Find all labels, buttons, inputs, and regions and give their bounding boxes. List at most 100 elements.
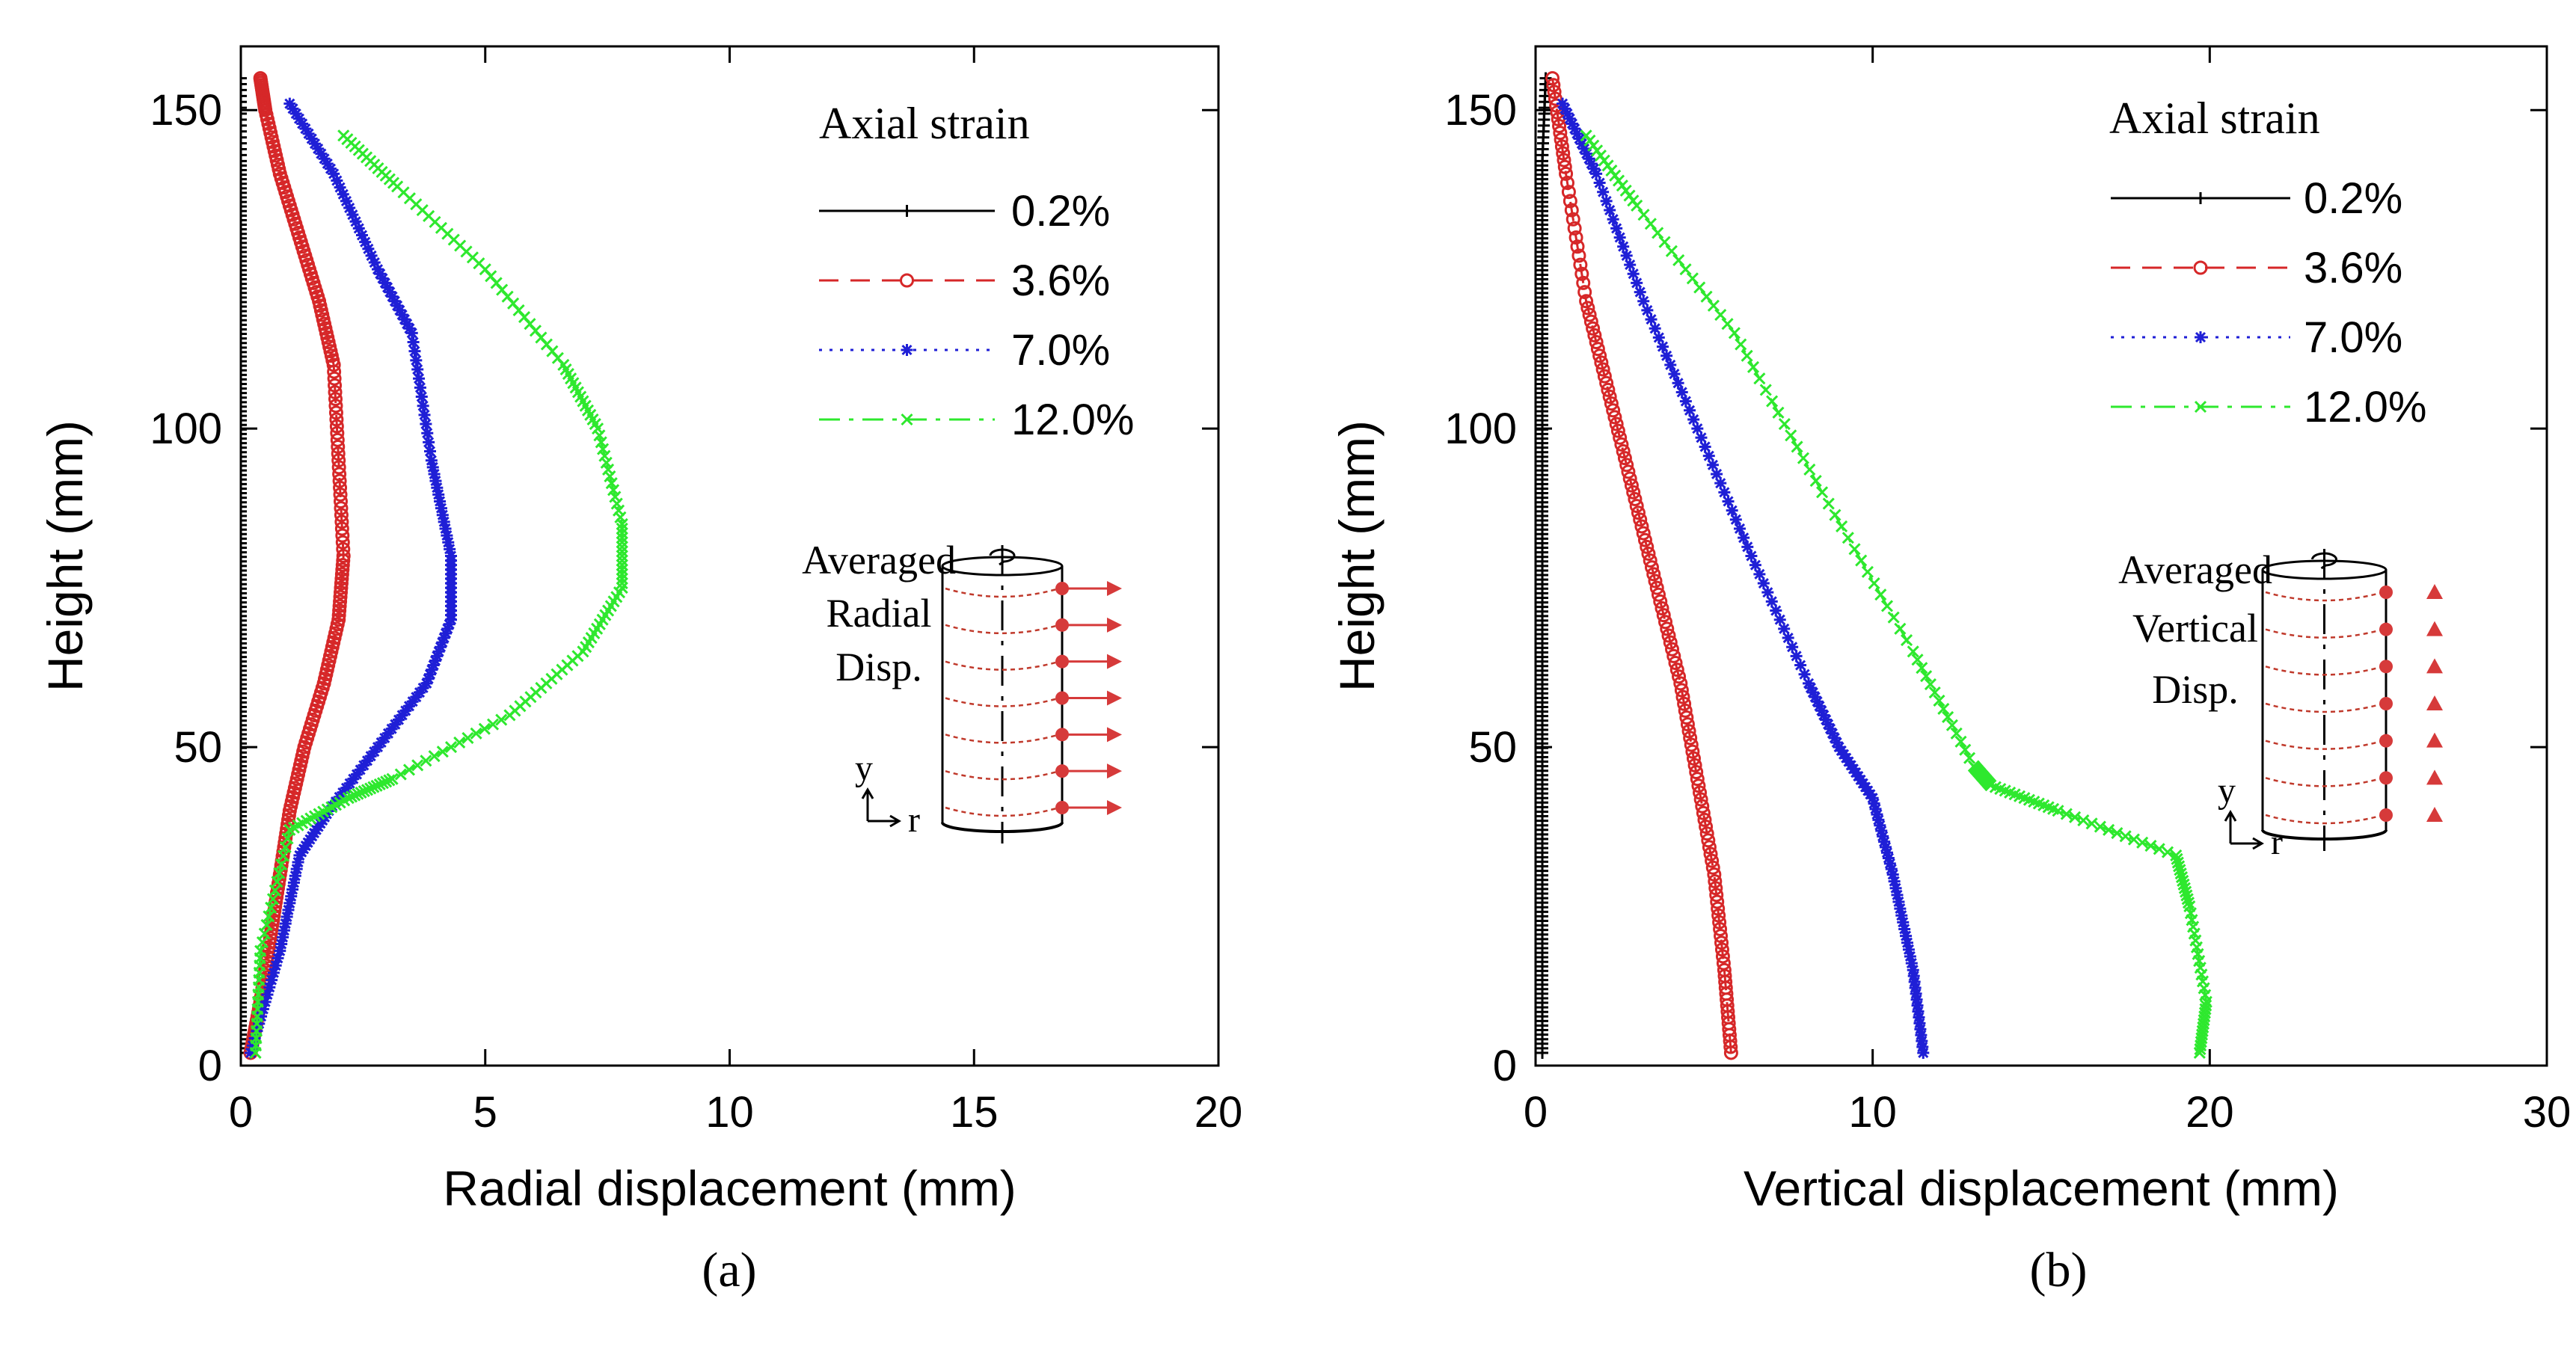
radial-arrow-head bbox=[1107, 800, 1122, 815]
data-point bbox=[1848, 543, 1861, 556]
data-point bbox=[1811, 695, 1824, 708]
data-point bbox=[241, 196, 247, 209]
data-point bbox=[2173, 860, 2186, 873]
data-point bbox=[1580, 301, 1595, 316]
data-point bbox=[332, 598, 347, 613]
data-point bbox=[241, 469, 247, 482]
x-tick-label: 0 bbox=[1524, 1088, 1548, 1137]
data-point bbox=[241, 987, 247, 1000]
data-point bbox=[1606, 403, 1621, 418]
data-point bbox=[241, 778, 247, 790]
data-point bbox=[1882, 852, 1895, 864]
legend-marker bbox=[2193, 260, 2208, 275]
data-point bbox=[241, 760, 247, 772]
vertical-arrow-head bbox=[2426, 807, 2443, 822]
data-point bbox=[431, 650, 444, 663]
data-point bbox=[1735, 338, 1747, 351]
data-point bbox=[1637, 209, 1650, 221]
series-0_2pct bbox=[241, 72, 247, 1059]
data-point bbox=[253, 1018, 266, 1030]
data-point bbox=[241, 496, 247, 508]
data-point bbox=[396, 309, 408, 322]
data-point bbox=[241, 633, 247, 645]
data-point bbox=[241, 642, 247, 654]
data-point bbox=[241, 125, 247, 138]
data-point bbox=[616, 517, 628, 530]
radial-arrow-head bbox=[1107, 654, 1122, 669]
data-point bbox=[289, 108, 302, 120]
data-point bbox=[1885, 863, 1898, 876]
y-tick-label: 150 bbox=[1444, 86, 1517, 135]
data-point bbox=[411, 759, 424, 772]
data-point bbox=[241, 887, 247, 900]
data-point bbox=[1786, 641, 1799, 654]
data-point bbox=[241, 369, 247, 381]
data-point bbox=[241, 323, 247, 336]
legend: Axial strain 0.2% 3.6% 7.0% 12.0% bbox=[2109, 93, 2426, 431]
data-point bbox=[245, 1046, 257, 1059]
data-point bbox=[1575, 138, 1588, 150]
data-point bbox=[2170, 849, 2183, 861]
data-point bbox=[435, 641, 447, 654]
data-point bbox=[241, 391, 247, 404]
data-point bbox=[241, 131, 247, 144]
data-point bbox=[1644, 560, 1659, 575]
data-point bbox=[335, 558, 350, 573]
data-point bbox=[1656, 340, 1669, 353]
slice-line bbox=[2265, 777, 2384, 787]
data-point bbox=[241, 719, 247, 731]
data-point bbox=[241, 942, 247, 955]
data-point bbox=[1772, 406, 1785, 419]
data-point bbox=[358, 785, 370, 798]
data-point bbox=[1634, 286, 1646, 298]
data-point bbox=[444, 741, 458, 754]
data-point bbox=[1954, 735, 1967, 748]
data-point bbox=[336, 541, 351, 556]
data-point bbox=[286, 883, 299, 896]
data-point bbox=[1655, 600, 1669, 615]
data-point bbox=[616, 527, 628, 540]
data-point bbox=[428, 467, 441, 480]
data-point bbox=[616, 568, 628, 580]
data-point bbox=[1643, 553, 1657, 568]
data-point bbox=[1797, 452, 1810, 464]
data-point bbox=[1733, 522, 1746, 535]
inset-y-label: y bbox=[2218, 771, 2236, 811]
data-point bbox=[401, 318, 414, 331]
data-point bbox=[1959, 743, 1972, 756]
data-point bbox=[241, 273, 247, 286]
data-point bbox=[1705, 853, 1720, 868]
data-point bbox=[1759, 384, 1772, 396]
data-point bbox=[275, 858, 288, 871]
data-point bbox=[1631, 505, 1646, 520]
data-point bbox=[598, 449, 611, 462]
data-point bbox=[355, 229, 368, 242]
data-point bbox=[370, 779, 383, 792]
data-point bbox=[423, 445, 436, 458]
data-point bbox=[1738, 532, 1750, 544]
data-point bbox=[241, 832, 247, 845]
data-point bbox=[1579, 294, 1594, 309]
data-point bbox=[305, 132, 318, 145]
data-point bbox=[1707, 867, 1722, 882]
data-point bbox=[1587, 328, 1602, 342]
data-point bbox=[1883, 857, 1896, 870]
data-point bbox=[1695, 799, 1710, 814]
data-point bbox=[241, 72, 247, 84]
data-point bbox=[302, 127, 315, 140]
radial-arrow-head bbox=[1107, 763, 1122, 779]
data-point bbox=[1945, 719, 1958, 731]
data-point bbox=[241, 596, 247, 609]
data-point bbox=[241, 364, 247, 377]
data-point bbox=[241, 537, 247, 550]
data-point bbox=[1573, 257, 1588, 272]
data-point bbox=[334, 576, 349, 591]
data-point bbox=[241, 956, 247, 968]
data-point bbox=[436, 636, 449, 649]
data-point bbox=[241, 355, 247, 368]
data-point bbox=[334, 521, 349, 536]
data-point bbox=[417, 399, 429, 412]
data-point bbox=[1806, 686, 1819, 699]
series-0_2pct bbox=[1536, 72, 1552, 1059]
data-point bbox=[1818, 709, 1830, 722]
